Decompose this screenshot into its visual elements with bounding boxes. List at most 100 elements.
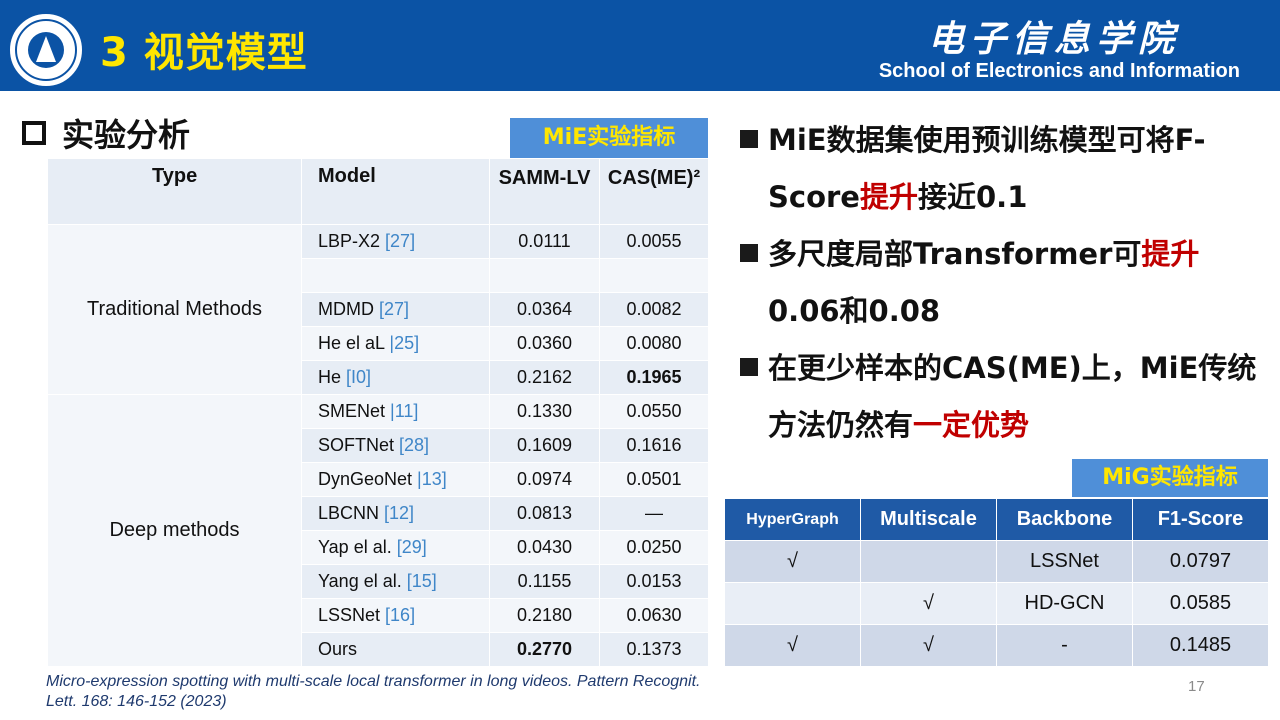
model-name	[301, 258, 490, 293]
header-type: Type	[47, 158, 302, 225]
samm-value: 0.0364	[489, 292, 600, 327]
square-bullet-icon	[740, 244, 758, 262]
mie-results-table: Type Model SAMM-LV CAS(ME)² Traditional …	[47, 158, 709, 667]
cas-value: 0.0250	[599, 530, 709, 565]
school-name-cn: 电子信息学院	[927, 18, 1180, 60]
table-row: √ LSSNet 0.0797	[724, 540, 1269, 583]
citation-ref: [15]	[406, 571, 437, 591]
bullet-item: 多尺度局部Transformer可提升0.06和0.08	[740, 226, 1260, 340]
highlight-text: 提升	[1141, 237, 1200, 271]
highlight-text: 提升	[859, 180, 918, 214]
backbone-cell: -	[996, 624, 1133, 667]
table-header-row: Type Model SAMM-LV CAS(ME)²	[47, 158, 709, 225]
header-cas: CAS(ME)²	[599, 158, 709, 225]
table-header-row: HyperGraph Multiscale Backbone F1-Score	[724, 498, 1269, 541]
cas-value: 0.0501	[599, 462, 709, 497]
cas-value	[599, 258, 709, 293]
cas-value-best: 0.1965	[599, 360, 709, 395]
bullet-item: 在更少样本的CAS(ME)上，MiE传统方法仍然有一定优势	[740, 340, 1260, 454]
model-name: Yang el al. [15]	[301, 564, 490, 599]
table-row: Traditional Methods LBP-X2 [27] 0.0111 0…	[47, 224, 709, 395]
samm-value: 0.0813	[489, 496, 600, 531]
cas-value: 0.0153	[599, 564, 709, 599]
citation-ref: |11]	[390, 401, 419, 421]
multiscale-cell	[860, 540, 997, 583]
samm-value: 0.1330	[489, 394, 600, 429]
school-name-en: School of Electronics and Information	[878, 60, 1240, 82]
samm-value: 0.0111	[489, 224, 600, 259]
model-name: LBP-X2 [27]	[301, 224, 490, 259]
citation-ref: |25]	[389, 333, 420, 353]
citation-ref: [16]	[385, 605, 416, 625]
highlight-text: 一定优势	[913, 408, 1030, 442]
model-name: He [I0]	[301, 360, 490, 395]
square-bullet-icon	[22, 121, 46, 145]
header-bar: 3 视觉模型 电子信息学院 School of Electronics and …	[0, 0, 1280, 91]
model-name: He el aL |25]	[301, 326, 490, 361]
citation-ref: [12]	[384, 503, 415, 523]
model-name: DynGeoNet |13]	[301, 462, 490, 497]
model-name: Ours	[301, 632, 490, 667]
square-bullet-icon	[740, 130, 758, 148]
square-bullet-icon	[740, 358, 758, 376]
multiscale-cell: √	[860, 582, 997, 625]
citation-ref: [29]	[396, 537, 427, 557]
mig-metrics-tag: MiG实验指标	[1072, 459, 1268, 497]
model-name: LBCNN [12]	[301, 496, 490, 531]
header-multiscale: Multiscale	[860, 498, 997, 541]
model-name: LSSNet [16]	[301, 598, 490, 633]
table-row: Deep methods SMENet |11] 0.1330 0.0550	[47, 394, 709, 667]
cas-value: 0.0080	[599, 326, 709, 361]
model-name: SMENet |11]	[301, 394, 490, 429]
samm-value	[489, 258, 600, 293]
model-name: SOFTNet [28]	[301, 428, 490, 463]
multiscale-cell: √	[860, 624, 997, 667]
section-heading: 实验分析	[22, 110, 190, 156]
model-name: MDMD [27]	[301, 292, 490, 327]
bullet-list: MiE数据集使用预训练模型可将F-Score提升接近0.1 多尺度局部Trans…	[740, 112, 1260, 454]
cas-value: 0.0550	[599, 394, 709, 429]
mie-metrics-tag: MiE实验指标	[510, 118, 708, 158]
section-title: 实验分析	[62, 116, 191, 154]
model-name: Yap el al. [29]	[301, 530, 490, 565]
header-samm: SAMM-LV	[489, 158, 600, 225]
cas-value: 0.1373	[599, 632, 709, 667]
bullet-item: MiE数据集使用预训练模型可将F-Score提升接近0.1	[740, 112, 1260, 226]
group-deep: Deep methods	[47, 394, 302, 667]
header-f1: F1-Score	[1132, 498, 1269, 541]
citation-ref: [I0]	[346, 367, 372, 387]
samm-value: 0.0974	[489, 462, 600, 497]
samm-value: 0.0360	[489, 326, 600, 361]
citation-ref: [28]	[399, 435, 430, 455]
samm-value: 0.1609	[489, 428, 600, 463]
group-traditional: Traditional Methods	[47, 224, 302, 395]
samm-value: 0.0430	[489, 530, 600, 565]
header-model: Model	[301, 158, 490, 225]
f1-cell: 0.1485	[1132, 624, 1269, 667]
page-title: 3 视觉模型	[100, 30, 308, 76]
mig-ablation-table: HyperGraph Multiscale Backbone F1-Score …	[724, 498, 1269, 667]
citation-ref: [27]	[385, 231, 416, 251]
f1-cell: 0.0585	[1132, 582, 1269, 625]
cas-value: —	[599, 496, 709, 531]
f1-cell: 0.0797	[1132, 540, 1269, 583]
samm-value-best: 0.2770	[489, 632, 600, 667]
cas-value: 0.0630	[599, 598, 709, 633]
table-row: √ √ - 0.1485	[724, 624, 1269, 667]
university-logo-icon	[8, 12, 84, 88]
hypergraph-cell: √	[724, 624, 861, 667]
hypergraph-cell	[724, 582, 861, 625]
citation-ref: [27]	[379, 299, 410, 319]
table-row: √ HD-GCN 0.0585	[724, 582, 1269, 625]
cas-value: 0.0055	[599, 224, 709, 259]
citation-ref: |13]	[417, 469, 447, 489]
hypergraph-cell: √	[724, 540, 861, 583]
page-number: 17	[1188, 678, 1205, 695]
backbone-cell: LSSNet	[996, 540, 1133, 583]
cas-value: 0.0082	[599, 292, 709, 327]
paper-citation: Micro-expression spotting with multi-sca…	[46, 673, 701, 710]
header-hypergraph: HyperGraph	[724, 498, 861, 541]
cas-value: 0.1616	[599, 428, 709, 463]
header-backbone: Backbone	[996, 498, 1133, 541]
samm-value: 0.2162	[489, 360, 600, 395]
